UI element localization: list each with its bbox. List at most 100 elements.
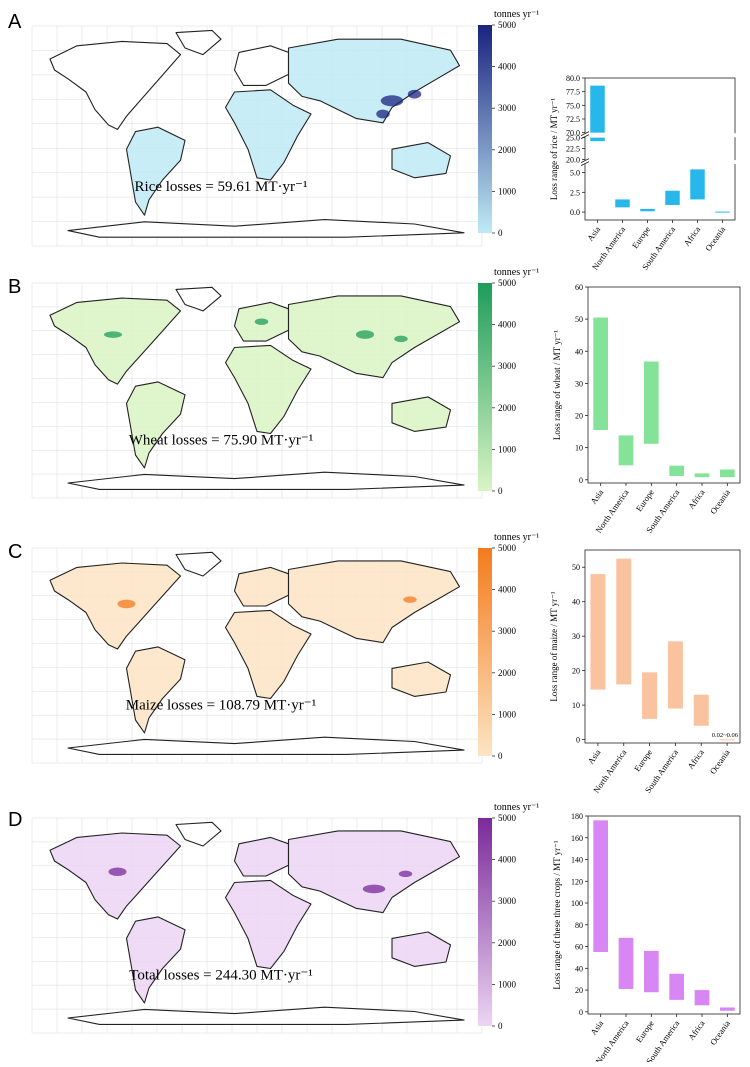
colorbar-tick-label: 3000 bbox=[498, 103, 517, 113]
x-tick-label: Europe bbox=[634, 487, 656, 513]
x-tick-label: Oceania bbox=[703, 224, 727, 253]
range-bar-oceania bbox=[719, 469, 735, 478]
x-tick-label: Europe bbox=[630, 224, 652, 250]
landmass-australia bbox=[391, 661, 452, 697]
x-tick-label: Africa bbox=[685, 747, 706, 771]
range-chart: 0 10 20 30 40 50 60 Loss range of wheat / MT yr… bbox=[552, 283, 741, 535]
landmass-europe bbox=[233, 566, 290, 607]
range-bar-north-america bbox=[618, 937, 634, 989]
landmass-australia bbox=[391, 396, 452, 432]
range-bar-south-america bbox=[665, 190, 680, 205]
y-tick-label: 10 bbox=[575, 444, 583, 453]
colorbar-tick-label: 0 bbox=[498, 486, 503, 496]
colorbar-tick-label: 0 bbox=[498, 228, 503, 238]
y-tick-label: 75.0 bbox=[566, 101, 580, 110]
landmass-greenland bbox=[175, 821, 222, 847]
landmass-south-america bbox=[125, 916, 186, 1004]
loss-hotspot bbox=[403, 596, 417, 603]
range-bar-oceania bbox=[719, 739, 735, 741]
landmass-antarctica bbox=[67, 219, 465, 238]
landmass-africa bbox=[224, 89, 312, 181]
y-tick-label: 20 bbox=[572, 667, 580, 676]
x-tick-label: Africa bbox=[681, 224, 702, 248]
plot-frame bbox=[584, 549, 741, 744]
loss-hotspot bbox=[108, 867, 127, 877]
y-tick-label: 0 bbox=[576, 736, 580, 745]
axis-break-mark bbox=[580, 161, 590, 166]
y-axis-label: Loss range of maize / MT yr⁻¹ bbox=[549, 591, 559, 702]
loss-hotspot bbox=[380, 95, 404, 107]
range-bar-north-america bbox=[615, 199, 630, 208]
y-tick-label: 140 bbox=[571, 856, 583, 865]
x-tick-label: Asia bbox=[585, 747, 602, 766]
y-tick-label: 50 bbox=[575, 315, 583, 324]
landmass-europe bbox=[233, 836, 290, 877]
colorbar-tick-label: 4000 bbox=[498, 320, 517, 330]
panel-b: B Wheat losses = 75.90 MT·yr⁻¹ tonnes yr⁻¹… bbox=[8, 267, 741, 535]
range-bar-asia bbox=[590, 137, 605, 142]
axis-break-mark bbox=[580, 158, 590, 163]
y-tick-label: 5.0 bbox=[570, 169, 580, 178]
colorbar-tick-label: 0 bbox=[498, 1021, 503, 1031]
landmass-asia bbox=[287, 830, 461, 914]
colorbar-unit-label: tonnes yr⁻¹ bbox=[494, 267, 539, 278]
landmass-greenland bbox=[175, 286, 222, 312]
y-tick-label: 30 bbox=[575, 379, 583, 388]
loss-hotspot bbox=[394, 335, 408, 343]
y-tick-label: 72.5 bbox=[566, 115, 580, 124]
y-tick-label: 77.5 bbox=[566, 88, 580, 97]
range-chart: 0 10 20 30 40 50 Loss range of maize / MT yr⁻¹… bbox=[549, 549, 741, 795]
map-caption: Maize losses = 108.79 MT·yr⁻¹ bbox=[126, 697, 316, 713]
colorbar-tick-label: 5000 bbox=[498, 278, 517, 288]
x-tick-label: Oceania bbox=[708, 487, 732, 516]
y-tick-label: 160 bbox=[571, 834, 583, 843]
landmass-asia bbox=[287, 295, 461, 379]
panel-letter: D bbox=[8, 809, 22, 831]
colorbar-tick-label: 5000 bbox=[498, 543, 517, 553]
world-map: Rice losses = 59.61 MT·yr⁻¹ bbox=[31, 25, 483, 247]
panel-d: D Total losses = 244.30 MT·yr⁻¹ tonnes yr⁻… bbox=[8, 802, 741, 1066]
colorbar-tick-label: 4000 bbox=[498, 855, 517, 865]
range-bar-south-america bbox=[669, 973, 685, 1000]
loss-hotspot bbox=[117, 599, 136, 609]
colorbar-tick-label: 2000 bbox=[498, 403, 517, 413]
axis-break-mark bbox=[580, 131, 590, 136]
landmass-north-america bbox=[49, 832, 182, 920]
x-tick-label: Asia bbox=[588, 487, 605, 506]
y-axis-label: Loss range of these three crops / MT yr⁻… bbox=[552, 840, 562, 990]
landmass-africa bbox=[224, 344, 312, 435]
colorbar-tick-label: 1000 bbox=[498, 186, 517, 196]
landmass-north-america bbox=[49, 40, 182, 130]
world-map: Wheat losses = 75.90 MT·yr⁻¹ bbox=[31, 282, 483, 499]
landmass-antarctica bbox=[67, 471, 465, 490]
colorbar-tick-label: 1000 bbox=[498, 979, 517, 989]
y-tick-label: 2.5 bbox=[570, 188, 580, 197]
colorbar bbox=[478, 818, 492, 1026]
oceania-range-annotation: 0.02~0.06 bbox=[712, 732, 739, 739]
world-map: Maize losses = 108.79 MT·yr⁻¹ bbox=[31, 547, 483, 764]
colorbar-tick-label: 2000 bbox=[498, 145, 517, 155]
y-tick-label: 0.0 bbox=[570, 208, 580, 217]
range-bar-asia bbox=[590, 574, 606, 690]
world-map: Total losses = 244.30 MT·yr⁻¹ bbox=[31, 817, 483, 1034]
colorbar-tick-label: 1000 bbox=[498, 709, 517, 719]
y-tick-label: 60 bbox=[575, 943, 583, 952]
map-caption: Total losses = 244.30 MT·yr⁻¹ bbox=[129, 967, 313, 983]
y-axis-label: Loss range of wheat / MT yr⁻¹ bbox=[552, 330, 562, 441]
y-tick-label: 80 bbox=[575, 921, 583, 930]
range-bar-africa bbox=[693, 694, 709, 726]
panel-c: C Maize losses = 108.79 MT·yr⁻¹ tonnes yr⁻… bbox=[8, 532, 741, 795]
landmass-greenland bbox=[175, 29, 222, 56]
y-tick-label: 120 bbox=[571, 877, 583, 886]
x-tick-label: Asia bbox=[588, 1018, 605, 1037]
colorbar-unit-label: tonnes yr⁻¹ bbox=[494, 9, 539, 20]
range-bar-south-america bbox=[667, 641, 683, 709]
colorbar-tick-label: 5000 bbox=[498, 20, 517, 30]
loss-hotspot bbox=[398, 870, 413, 878]
x-tick-label: Asia bbox=[585, 224, 602, 243]
range-bar-europe bbox=[643, 361, 659, 444]
y-tick-label: 25.0 bbox=[566, 134, 580, 143]
colorbar-tick-label: 2000 bbox=[498, 668, 517, 678]
x-tick-label: Africa bbox=[686, 487, 707, 511]
